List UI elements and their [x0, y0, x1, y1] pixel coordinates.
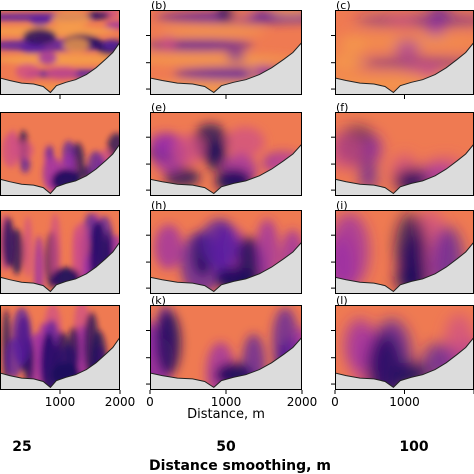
field-texture: [344, 314, 474, 390]
panel-frame: [150, 112, 302, 196]
heatmap-panel-r1-c1: [0, 10, 120, 95]
panel-frame: [0, 10, 120, 95]
x-tick-label: 0: [146, 395, 154, 409]
panel-frame: [150, 305, 302, 390]
panel-label: (i): [336, 199, 348, 212]
x-tick-label: 2000: [287, 395, 318, 409]
column-caption: Distance smoothing, m: [149, 458, 331, 474]
terrain-mask: [150, 241, 302, 294]
heatmap-panel-r3-c1: [0, 210, 120, 294]
column-label-50: 50: [216, 439, 236, 455]
panel-label: (h): [151, 199, 167, 212]
panel-label: (e): [151, 101, 166, 114]
x-tick-label: 1000: [45, 395, 76, 409]
terrain-mask: [150, 41, 302, 95]
heatmap-panel-r1-c2: [150, 10, 302, 95]
terrain-mask: [150, 336, 302, 390]
panel-label: (f): [336, 101, 348, 114]
panel-frame: [0, 112, 120, 196]
terrain-mask: [0, 336, 120, 390]
column-label-100: 100: [399, 439, 428, 455]
x-tick-label: 2000: [105, 395, 136, 409]
heatmap-panel-r2-c3: [335, 112, 474, 196]
terrain-mask: [150, 143, 302, 196]
field-texture: [335, 10, 474, 92]
field-texture: [2, 305, 108, 390]
panel-frame: [0, 305, 120, 390]
heatmap-panel-r4-c3: [335, 305, 474, 390]
heatmap-panel-r3-c2: [150, 210, 302, 294]
x-tick-label: 1000: [389, 395, 420, 409]
terrain-mask: [335, 143, 474, 196]
heatmap-panel-r3-c3: [335, 210, 474, 294]
panel-label: (l): [336, 294, 348, 307]
x-axes: 1000 2000 0 1000 2000 0 1000: [45, 390, 474, 409]
heatmap-panel-r2-c1: [0, 112, 120, 196]
panel-frame: [150, 10, 302, 95]
panel-label: (c): [336, 0, 351, 12]
heatmap-panel-r4-c2: [150, 305, 302, 390]
heatmap-panel-r2-c2: [150, 112, 302, 196]
field-texture: [335, 126, 465, 193]
panel-frame: [150, 210, 302, 294]
x-tick-label: 1000: [211, 395, 242, 409]
terrain-mask: [335, 336, 474, 390]
x-tick-label: 0: [331, 395, 339, 409]
heatmap-panel-r1-c3: [335, 10, 474, 95]
terrain-mask: [335, 41, 474, 95]
panel-label: (k): [151, 294, 166, 307]
terrain-mask: [0, 41, 120, 95]
panel-label: (b): [151, 0, 167, 12]
terrain-mask: [0, 241, 120, 294]
terrain-mask: [0, 143, 120, 196]
panel-frame: [0, 210, 120, 294]
x-axis-label: Distance, m: [187, 407, 265, 422]
heatmap-panel-r4-c1: [0, 305, 120, 390]
terrain-mask: [335, 241, 474, 294]
column-label-25: 25: [12, 439, 31, 455]
panel-grid: (b) (c) (e) (f) (h) (i) (k) (l): [0, 0, 474, 390]
